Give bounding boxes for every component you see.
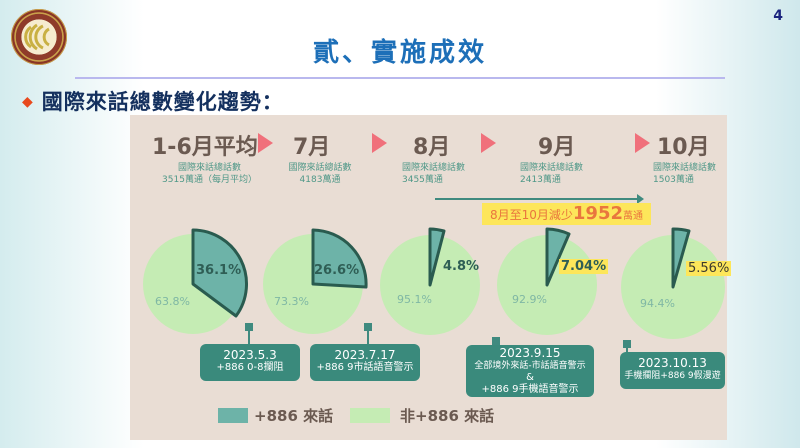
stat-label: 國際來話總話數 <box>402 163 466 173</box>
diamond-bullet-icon: ◆ <box>22 94 34 110</box>
tw-share: 5.56% <box>686 261 732 276</box>
period-label: 10月 <box>657 135 710 160</box>
next-arrow-icon <box>258 133 273 153</box>
legend-swatch <box>350 408 390 423</box>
event-desc: +886 9市話語音警示 <box>316 362 414 373</box>
event-pin <box>245 323 253 331</box>
tw-share: 4.8% <box>443 259 480 274</box>
other-share: 94.4% <box>640 297 675 310</box>
stat-label: 國際來話總話數 <box>288 163 352 173</box>
event-desc: +886 0-8攔阻 <box>216 362 284 373</box>
event-box: 2023.7.17 +886 9市話語音警示 <box>310 344 420 381</box>
trend-arrow <box>435 194 644 204</box>
section-heading-text: 國際來話總數變化趨勢： <box>41 90 284 114</box>
event-desc: +886 9手機語音警示 <box>481 384 579 395</box>
period-stat: 國際來話總話數 4183萬通 <box>280 162 360 186</box>
period-label: 9月 <box>538 135 576 160</box>
pie-chart-sep <box>497 227 597 335</box>
period-stat: 國際來話總話數 3455萬通 <box>402 162 465 186</box>
event-desc: 全部境外來話-市話語音警示 <box>474 361 586 371</box>
stat-value: 1503萬通 <box>653 175 694 185</box>
pie-chart-jul <box>263 228 368 334</box>
event-pin <box>364 323 372 331</box>
stat-value: 2413萬通 <box>520 175 561 185</box>
stat-value: 4183萬通 <box>299 175 341 185</box>
event-date: 2023.7.17 <box>334 348 396 362</box>
period-label: 8月 <box>413 135 451 160</box>
event-box: 2023.5.3 +886 0-8攔阻 <box>200 344 300 381</box>
event-box: 2023.9.15 全部境外來話-市話語音警示 & +886 9手機語音警示 <box>466 345 594 397</box>
period-stat: 國際來話總話數 1503萬通 <box>653 162 716 186</box>
legend-item-tw: +886 來話 <box>218 405 333 426</box>
next-arrow-icon <box>372 133 387 153</box>
stat-label: 國際來話總話數 <box>177 163 241 173</box>
event-desc: & <box>526 372 534 383</box>
other-share: 95.1% <box>397 293 432 306</box>
legend-item-other: 非+886 來話 <box>350 405 494 426</box>
section-heading: ◆ 國際來話總數變化趨勢： <box>22 86 284 116</box>
chart-panel: 1-6月平均 7月 8月 9月 10月 國際來話總話數 3515萬通（每月平均）… <box>130 115 732 440</box>
event-box: 2023.10.13 手機攔阻+886 9假漫遊 <box>620 352 725 389</box>
reduction-number: 1952 <box>572 203 624 224</box>
event-pin <box>623 340 631 348</box>
title-divider <box>75 77 725 79</box>
reduction-suffix: 萬通 <box>623 211 644 222</box>
legend-label: +886 來話 <box>254 407 334 425</box>
stat-label: 國際來話總話數 <box>653 163 717 173</box>
period-stat: 國際來話總話數 3515萬通（每月平均） <box>152 162 267 186</box>
tw-share: 7.04% <box>559 259 609 274</box>
ncc-logo-icon <box>11 9 67 65</box>
period-stat: 國際來話總話數 2413萬通 <box>520 162 583 186</box>
page-number: 4 <box>773 8 783 24</box>
event-pin <box>492 337 500 345</box>
stat-label: 國際來話總話數 <box>520 163 584 173</box>
tw-share: 36.1% <box>196 263 242 278</box>
other-share: 63.8% <box>155 295 190 308</box>
legend-label: 非+886 來話 <box>400 407 495 425</box>
next-arrow-icon <box>481 133 496 153</box>
page-title: 貳、實施成效 <box>312 38 487 68</box>
tw-share-value: 7.04% <box>559 259 609 274</box>
pie-chart-1-6 <box>143 228 248 334</box>
pin-line <box>248 330 250 344</box>
period-label: 1-6月平均 <box>152 135 258 160</box>
other-share: 92.9% <box>512 293 547 306</box>
pin-line <box>367 330 369 344</box>
tw-share: 26.6% <box>314 263 360 278</box>
event-desc: 手機攔阻+886 9假漫遊 <box>624 371 721 381</box>
event-date: 2023.10.13 <box>638 356 707 370</box>
pie-chart-aug <box>380 227 480 335</box>
event-date: 2023.9.15 <box>499 346 561 360</box>
pie-chart-oct <box>621 227 725 339</box>
stat-value: 3515萬通（每月平均） <box>162 175 257 185</box>
reduction-callout: 8月至10月減少1952萬通 <box>482 203 652 225</box>
event-date: 2023.5.3 <box>223 348 277 362</box>
other-share: 73.3% <box>274 295 309 308</box>
period-label: 7月 <box>293 135 331 160</box>
next-arrow-icon <box>635 133 650 153</box>
stat-value: 3455萬通 <box>402 175 443 185</box>
tw-share-value: 5.56% <box>686 261 732 276</box>
legend-swatch <box>218 408 248 423</box>
reduction-prefix: 8月至10月減少 <box>490 208 573 222</box>
pin-line <box>626 347 628 353</box>
